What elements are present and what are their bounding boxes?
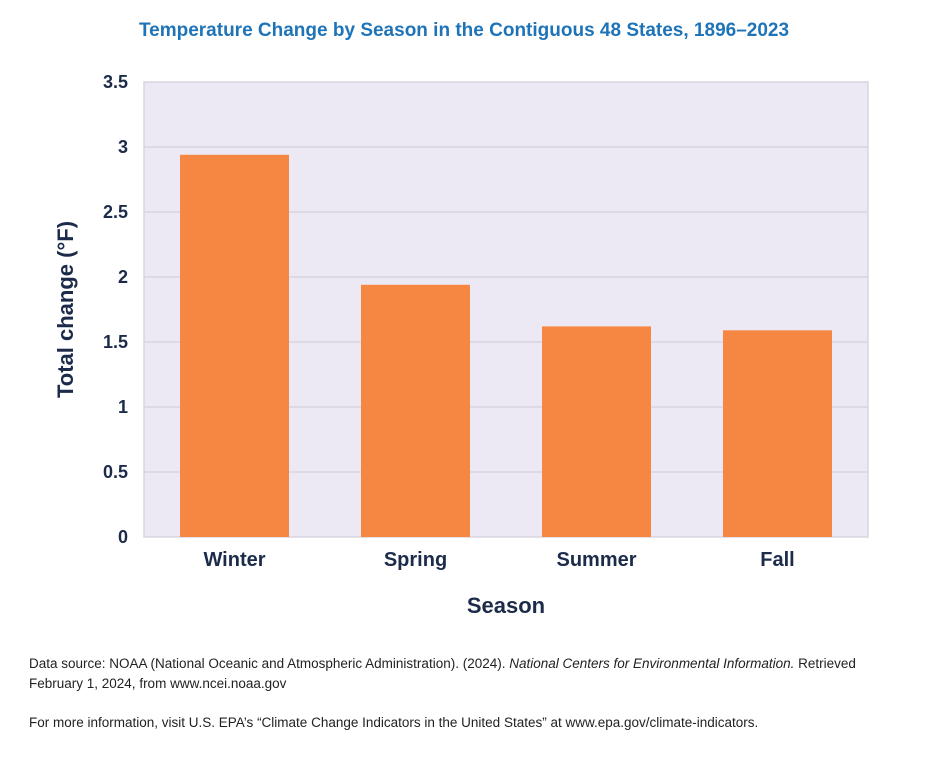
y-tick-label: 1.5 [103,332,128,352]
bar-chart: 00.511.522.533.5 Winter Spring Summer Fall … [53,72,869,618]
x-axis-label: Season [467,593,545,618]
source-title: National Centers for Environmental Infor… [509,656,795,671]
y-tick-label: 0.5 [103,462,128,482]
y-tick-label: 0 [118,527,128,547]
bar-summer [542,326,651,537]
x-tick-label: Summer [556,549,636,571]
chart-title: Temperature Change by Season in the Cont… [138,20,790,41]
y-tick-label: 3 [118,137,128,157]
y-axis-ticks: 0 0.5 1 1.5 2 2.5 3 3.5 [103,72,128,547]
y-tick-label: 1 [118,397,128,417]
bar-fall [723,330,832,537]
y-tick-label: 3.5 [103,72,128,92]
y-tick-label: 2.5 [103,202,128,222]
x-tick-label: Spring [384,549,447,571]
y-tick-label: 2 [118,267,128,287]
bar-winter [180,154,289,538]
more-info-note: For more information, visit U.S. EPA’s “… [29,715,759,730]
source-retrieved: Retrieved February 1, 2024, from www.nce… [29,656,856,691]
x-tick-label: Fall [760,549,794,571]
x-tick-label: Winter [203,549,265,571]
source-prefix: Data source: NOAA (National Oceanic and … [29,656,510,671]
data-source-note: Data source: NOAA (National Oceanic and … [29,654,909,694]
bar-spring [361,284,470,537]
y-axis-label: Total change (°F) [53,221,78,398]
bars [180,154,832,538]
x-axis-ticks: Winter Spring Summer Fall [203,549,794,571]
